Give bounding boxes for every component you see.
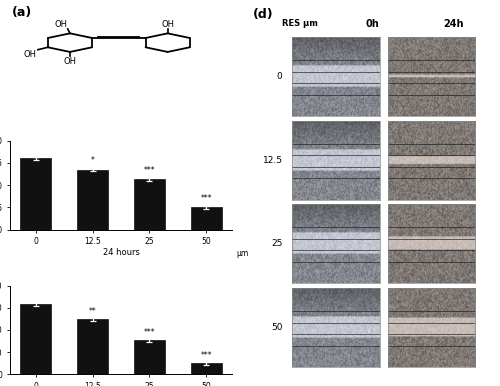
Bar (134, 179, 165, 230)
Text: ***: *** (200, 351, 212, 360)
Bar (20, 304, 52, 374)
Bar (77, 169, 108, 230)
Text: OH: OH (64, 57, 76, 66)
Bar (190, 207, 222, 230)
Text: ***: *** (144, 166, 156, 175)
Text: 25: 25 (271, 239, 282, 248)
Text: RES μm: RES μm (282, 19, 318, 28)
Text: 12.5: 12.5 (262, 156, 282, 165)
Text: OH: OH (161, 20, 174, 29)
Bar (77, 320, 108, 374)
Text: 24h: 24h (443, 19, 464, 29)
Text: (a): (a) (12, 6, 32, 19)
Bar (134, 340, 165, 374)
Text: OH: OH (24, 50, 36, 59)
Text: (d): (d) (253, 8, 274, 20)
Text: 0: 0 (276, 72, 282, 81)
Text: ***: *** (200, 194, 212, 203)
Text: OH: OH (54, 20, 68, 29)
Text: 0h: 0h (366, 19, 380, 29)
X-axis label: 24 hours: 24 hours (102, 247, 140, 257)
Bar (190, 363, 222, 374)
Bar (20, 158, 52, 230)
Text: μm: μm (236, 249, 249, 258)
Text: ***: *** (144, 328, 156, 337)
Text: **: ** (88, 307, 96, 316)
Text: *: * (90, 156, 94, 165)
Text: 50: 50 (271, 323, 282, 332)
